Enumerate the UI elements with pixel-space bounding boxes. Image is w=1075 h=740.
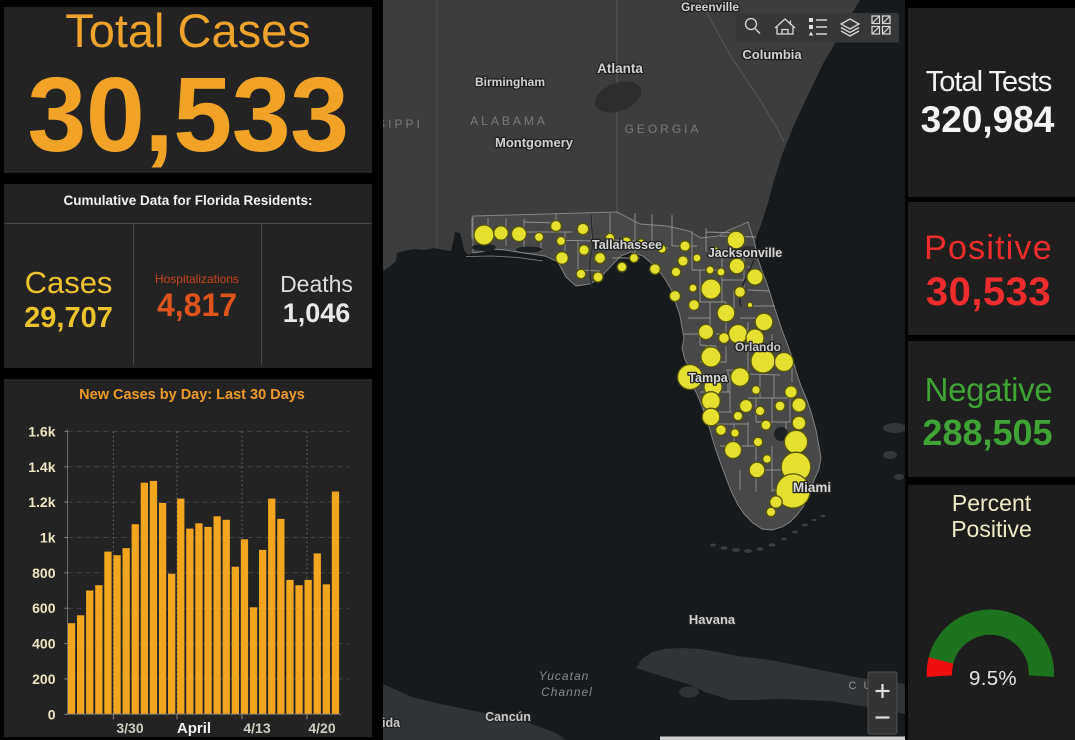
svg-text:Orlando: Orlando (735, 340, 781, 354)
svg-text:Columbia: Columbia (742, 47, 802, 62)
svg-text:Channel: Channel (541, 685, 593, 699)
svg-text:1.6k: 1.6k (28, 423, 55, 439)
svg-text:Tampa: Tampa (688, 371, 728, 385)
svg-text:Cancún: Cancún (485, 710, 531, 724)
svg-text:Miami: Miami (793, 480, 831, 495)
svg-text:9.5%: 9.5% (969, 667, 1017, 690)
svg-text:1k: 1k (40, 530, 56, 546)
svg-text:Birmingham: Birmingham (475, 75, 545, 89)
svg-text:600: 600 (32, 600, 56, 616)
svg-text:200: 200 (32, 671, 56, 687)
svg-text:400: 400 (32, 636, 56, 652)
svg-text:0: 0 (48, 706, 56, 722)
svg-text:Atlanta: Atlanta (597, 61, 643, 76)
svg-text:4/13: 4/13 (243, 720, 270, 736)
svg-text:Yucatan: Yucatan (539, 669, 590, 683)
svg-text:ida: ida (383, 716, 401, 730)
svg-text:C U: C U (849, 680, 874, 692)
svg-text:April: April (177, 720, 211, 737)
svg-text:1.4k: 1.4k (28, 459, 55, 475)
svg-text:800: 800 (32, 565, 56, 581)
svg-text:Jacksonville: Jacksonville (708, 246, 782, 260)
svg-text:Montgomery: Montgomery (495, 135, 574, 150)
svg-text:SIPPI: SIPPI (383, 117, 423, 131)
svg-text:4/20: 4/20 (308, 720, 335, 736)
svg-text:ALABAMA: ALABAMA (470, 114, 548, 128)
svg-text:Tallahassee: Tallahassee (592, 238, 662, 252)
svg-text:Greenville: Greenville (681, 0, 739, 14)
svg-text:1.2k: 1.2k (28, 494, 55, 510)
svg-text:GEORGIA: GEORGIA (624, 122, 701, 136)
svg-text:Havana: Havana (689, 612, 736, 627)
svg-text:3/30: 3/30 (116, 720, 143, 736)
